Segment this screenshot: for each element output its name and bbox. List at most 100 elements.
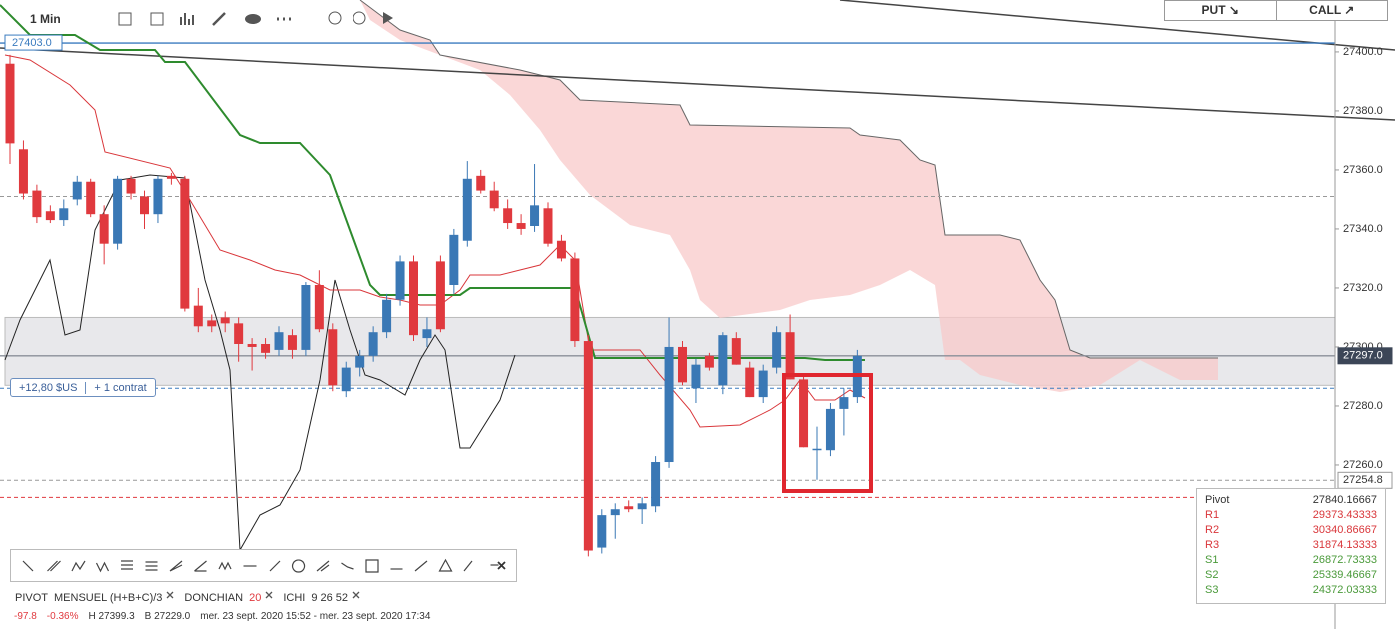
pivot-value: 26872.73333 [1312, 554, 1377, 566]
position-box[interactable]: +12,80 $US + 1 contrat [10, 378, 156, 397]
candle-body [704, 355, 714, 368]
candle-body [220, 317, 230, 324]
candle-body [785, 332, 795, 380]
draw-tool[interactable] [269, 560, 281, 572]
candle-body [583, 341, 593, 551]
icon-draw[interactable] [211, 12, 226, 26]
candle-body [193, 305, 203, 327]
icon-zoom-out[interactable] [328, 11, 342, 25]
candle-body [166, 175, 176, 179]
draw-tool[interactable] [463, 560, 473, 572]
draw-tool[interactable] [71, 560, 86, 572]
icon-indicators[interactable] [150, 12, 164, 26]
status-bar: -97.8 -0.36% H 27399.3 B 27229.0 mer. 23… [14, 611, 430, 622]
pivot-row: Pivot 27840.16667 [1197, 493, 1385, 508]
call-button[interactable]: CALL ↗ [1275, 1, 1388, 20]
y-tick-label: 27340.0 [1343, 223, 1383, 235]
indicator-name: ICHI [283, 592, 306, 604]
candle-body [691, 364, 701, 389]
remove-indicator[interactable] [162, 591, 176, 601]
lagging-line [4, 174, 516, 552]
icon-play[interactable] [382, 12, 393, 24]
indicator-entry[interactable]: ICHI 9 26 52 [283, 591, 362, 604]
remove-indicator[interactable] [261, 591, 275, 601]
candle-body [274, 332, 284, 350]
pivot-label: R2 [1205, 524, 1220, 536]
draw-tool[interactable] [365, 559, 379, 573]
y-tick-label: 27320.0 [1343, 282, 1383, 294]
candle-body [516, 223, 526, 229]
draw-tool[interactable] [414, 560, 428, 572]
candle-body [718, 335, 728, 386]
drawing-icons [22, 558, 506, 573]
ichimoku-cloud [360, 0, 1218, 392]
y-tick-label: 27400.0 [1343, 46, 1383, 58]
draw-tool[interactable] [291, 559, 306, 573]
candle-body [126, 178, 136, 194]
candle-body [140, 196, 149, 215]
candle-body [597, 515, 607, 548]
candle-body [799, 379, 809, 448]
put-button[interactable]: PUT ↘ [1201, 3, 1239, 17]
candle-body [476, 175, 486, 191]
low: B 27229.0 [144, 611, 191, 622]
change-pct: -0.36% [46, 611, 79, 622]
draw-tool[interactable] [341, 562, 354, 570]
draw-tool[interactable] [438, 558, 453, 572]
toolbar-icons [118, 11, 342, 26]
indicator-entry[interactable]: DONCHIAN 20 [184, 591, 275, 604]
pivot-label: S2 [1205, 569, 1219, 581]
icon-zoom-in[interactable] [352, 11, 366, 25]
draw-tool[interactable] [218, 561, 232, 571]
draw-tool[interactable] [47, 560, 61, 572]
icon-candles[interactable] [118, 12, 132, 26]
draw-tool[interactable] [316, 560, 330, 572]
indicator-entry[interactable]: PIVOT MENSUEL (H+B+C)/3 [15, 591, 176, 604]
candle-body [435, 261, 445, 330]
cloud-edge [359, 0, 1218, 359]
candle-body [449, 234, 459, 285]
candle-body [355, 355, 365, 368]
candle-body [489, 190, 499, 209]
top-toolbar: 1 Min [0, 0, 423, 38]
draw-tool[interactable] [169, 560, 183, 572]
draw-tool[interactable] [95, 561, 110, 573]
pivot-row: S2 25339.46667 [1197, 568, 1385, 583]
candle-body [503, 208, 513, 224]
icon-view[interactable] [244, 14, 261, 24]
close-icon [166, 591, 174, 599]
pivot-row: R1 29373.43333 [1197, 508, 1385, 523]
trend-line [0, 47, 1395, 121]
candle-body [32, 190, 42, 218]
candle-body [59, 208, 69, 221]
level-label: 27254.8 [1343, 474, 1383, 486]
position-pnl: +12,80 $US [19, 381, 78, 394]
pivot-row: S1 26872.73333 [1197, 553, 1385, 568]
time-range: mer. 23 sept. 2020 15:52 - mer. 23 sept.… [200, 611, 431, 622]
pivot-value: 29373.43333 [1312, 509, 1377, 521]
indicator-name: PIVOT [15, 592, 49, 604]
candle-body [328, 329, 338, 386]
highlight-box [782, 373, 873, 493]
interval-button[interactable]: 1 Min [30, 12, 61, 26]
draw-tool[interactable] [194, 560, 207, 572]
close-toolbar[interactable] [497, 561, 506, 570]
pivot-row: R2 30340.86667 [1197, 523, 1385, 538]
remove-indicator[interactable] [348, 591, 362, 601]
draw-tool[interactable] [22, 560, 34, 572]
icon-bars[interactable] [179, 13, 194, 25]
pivot-value: 25339.46667 [1312, 569, 1377, 581]
pivot-value: 24372.03333 [1312, 584, 1377, 596]
close-icon [265, 591, 273, 599]
candle-body [247, 344, 257, 347]
candle-body [610, 509, 620, 516]
candle-body [745, 367, 755, 398]
pivot-label: S3 [1205, 584, 1219, 596]
candle-body [570, 258, 580, 342]
draw-tool[interactable] [121, 560, 133, 570]
candle-body [664, 346, 674, 463]
draw-tool[interactable] [145, 561, 158, 571]
candle-body [45, 211, 55, 221]
